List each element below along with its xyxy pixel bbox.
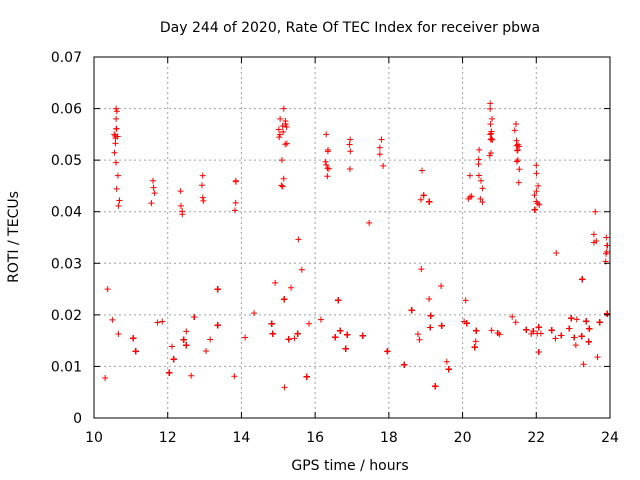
roti-point bbox=[109, 316, 116, 323]
roti-point bbox=[594, 354, 601, 361]
roti-point bbox=[553, 250, 560, 257]
roti-point bbox=[102, 375, 109, 382]
roti-point bbox=[231, 373, 238, 380]
roti-point bbox=[169, 343, 176, 350]
roti-point bbox=[573, 316, 580, 323]
roti-point bbox=[242, 334, 249, 341]
roti-point bbox=[488, 327, 495, 334]
roti-point bbox=[281, 384, 288, 391]
roti-point bbox=[418, 266, 425, 273]
roti-point bbox=[104, 286, 111, 293]
roti-point bbox=[552, 335, 559, 342]
roti-point bbox=[580, 361, 587, 368]
roti-point bbox=[291, 335, 298, 342]
roti-point bbox=[509, 313, 516, 320]
roti-point bbox=[251, 310, 258, 317]
roti-point bbox=[572, 342, 579, 349]
roti-point bbox=[512, 319, 519, 326]
roti-point bbox=[298, 266, 305, 273]
roti-point bbox=[288, 284, 295, 291]
roti-point bbox=[272, 279, 279, 286]
roti-point bbox=[462, 297, 469, 304]
roti-point bbox=[295, 236, 302, 243]
roti-point bbox=[472, 338, 479, 345]
roti-point bbox=[415, 331, 422, 338]
roti-point bbox=[426, 296, 433, 303]
roti-point bbox=[438, 283, 445, 290]
roti-point bbox=[154, 319, 161, 326]
roti-point bbox=[207, 336, 214, 343]
roti-point bbox=[183, 328, 190, 335]
roti-point bbox=[203, 348, 210, 355]
roti-point bbox=[537, 330, 544, 337]
roti-point bbox=[159, 318, 166, 325]
roti-point bbox=[115, 331, 122, 338]
roti-point bbox=[306, 320, 313, 327]
grid-lines bbox=[94, 57, 610, 418]
roti-point bbox=[317, 316, 324, 323]
data-points bbox=[102, 100, 611, 391]
roti-point bbox=[188, 372, 195, 379]
roti-point bbox=[416, 336, 423, 343]
roti-point bbox=[443, 358, 450, 365]
roti-point bbox=[366, 219, 373, 226]
